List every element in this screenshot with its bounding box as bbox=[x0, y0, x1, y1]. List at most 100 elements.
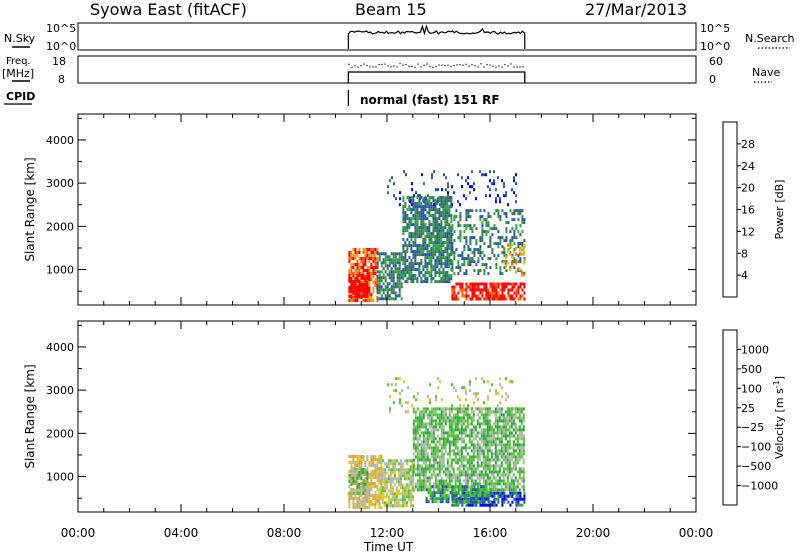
velocity-cell bbox=[516, 446, 519, 450]
velocity-cell bbox=[514, 449, 517, 453]
x-tick-label: 00:00 bbox=[679, 526, 714, 540]
power-cell bbox=[513, 291, 516, 295]
power-cell bbox=[416, 232, 419, 236]
velocity-cell bbox=[356, 503, 359, 506]
velocity-cell bbox=[520, 476, 523, 480]
power-cell bbox=[410, 277, 413, 281]
velocity-cell bbox=[474, 473, 477, 477]
power-cell bbox=[463, 224, 466, 228]
power-cell bbox=[390, 276, 393, 280]
velocity-cell bbox=[484, 431, 487, 435]
velocity-cell bbox=[431, 497, 434, 501]
velocity-cell bbox=[432, 434, 435, 438]
power-cell bbox=[382, 261, 385, 265]
velocity-cell bbox=[378, 479, 381, 482]
velocity-cell bbox=[508, 431, 511, 435]
velocity-cell bbox=[480, 434, 483, 438]
power-cell bbox=[505, 212, 508, 216]
velocity-cell bbox=[456, 452, 459, 456]
velocity-cell bbox=[522, 407, 525, 411]
power-cell bbox=[362, 288, 365, 292]
power-cell bbox=[522, 249, 525, 253]
velocity-cell bbox=[430, 473, 433, 477]
power-cell bbox=[428, 259, 431, 263]
power-cell bbox=[485, 288, 488, 292]
power-cell bbox=[438, 244, 441, 248]
power-cell bbox=[408, 223, 411, 227]
velocity-cell bbox=[358, 506, 361, 509]
velocity-cell bbox=[405, 495, 408, 499]
velocity-cell bbox=[407, 498, 410, 502]
velocity-cell bbox=[364, 500, 367, 503]
power-cell bbox=[380, 285, 383, 289]
power-cell bbox=[457, 272, 460, 276]
power-cell bbox=[348, 288, 351, 292]
velocity-cell bbox=[499, 377, 501, 381]
velocity-cell bbox=[456, 446, 459, 450]
velocity-cell bbox=[422, 455, 425, 459]
colorbar-tick-label: 4 bbox=[741, 269, 748, 282]
power-cell bbox=[459, 215, 462, 219]
velocity-cell bbox=[492, 488, 495, 492]
velocity-cell bbox=[483, 491, 486, 495]
power-cell bbox=[392, 291, 395, 295]
power-cell bbox=[360, 285, 363, 289]
velocity-cell bbox=[518, 473, 521, 477]
velocity-cell bbox=[502, 455, 505, 459]
velocity-cell bbox=[432, 473, 435, 477]
colorbar-tick-label: −500 bbox=[741, 460, 771, 473]
power-cell bbox=[396, 270, 399, 274]
velocity-cell bbox=[494, 479, 497, 483]
velocity-cell bbox=[442, 455, 445, 459]
velocity-cell bbox=[378, 476, 381, 479]
velocity-cell bbox=[443, 491, 446, 495]
power-cell bbox=[408, 205, 411, 209]
velocity-cell bbox=[439, 494, 442, 498]
power-cell bbox=[444, 280, 447, 284]
power-cell bbox=[362, 248, 365, 251]
velocity-cell bbox=[440, 443, 443, 447]
velocity-cell bbox=[486, 416, 489, 420]
velocity-cell bbox=[494, 413, 497, 417]
power-cell bbox=[459, 230, 462, 234]
velocity-cell bbox=[442, 407, 445, 411]
power-cell bbox=[479, 218, 482, 222]
velocity-cell bbox=[440, 446, 443, 450]
velocity-cell bbox=[466, 485, 469, 489]
power-cell bbox=[432, 208, 435, 212]
power-cell bbox=[352, 299, 355, 302]
velocity-cell bbox=[454, 422, 457, 426]
nave-dot bbox=[357, 66, 359, 68]
velocity-cell bbox=[422, 473, 425, 477]
power-cell bbox=[465, 224, 468, 228]
velocity-cell bbox=[510, 446, 513, 450]
velocity-cell bbox=[476, 452, 479, 456]
velocity-cell bbox=[401, 489, 404, 493]
power-cell bbox=[360, 293, 363, 296]
velocity-cell bbox=[496, 470, 499, 474]
velocity-cell bbox=[424, 470, 427, 474]
velocity-cell bbox=[514, 443, 517, 447]
velocity-cell bbox=[428, 425, 431, 429]
velocity-cell bbox=[458, 419, 461, 423]
velocity-cell bbox=[486, 437, 489, 441]
power-cell bbox=[398, 273, 401, 277]
velocity-cell bbox=[450, 467, 453, 471]
velocity-cell bbox=[473, 497, 476, 501]
power-cell bbox=[522, 258, 525, 262]
power-cell bbox=[451, 224, 454, 228]
power-cell bbox=[404, 274, 407, 278]
power-cell bbox=[348, 260, 351, 263]
power-cell bbox=[428, 196, 431, 200]
velocity-cell bbox=[435, 491, 438, 495]
power-cell bbox=[440, 262, 443, 266]
velocity-cell bbox=[418, 434, 421, 438]
velocity-cell bbox=[466, 482, 469, 486]
velocity-cell bbox=[358, 503, 361, 506]
power-cell bbox=[370, 293, 373, 296]
velocity-cell bbox=[420, 470, 423, 474]
velocity-cell bbox=[446, 452, 449, 456]
power-cell bbox=[515, 294, 518, 298]
power-cell bbox=[489, 257, 492, 261]
power-cell bbox=[417, 194, 419, 198]
